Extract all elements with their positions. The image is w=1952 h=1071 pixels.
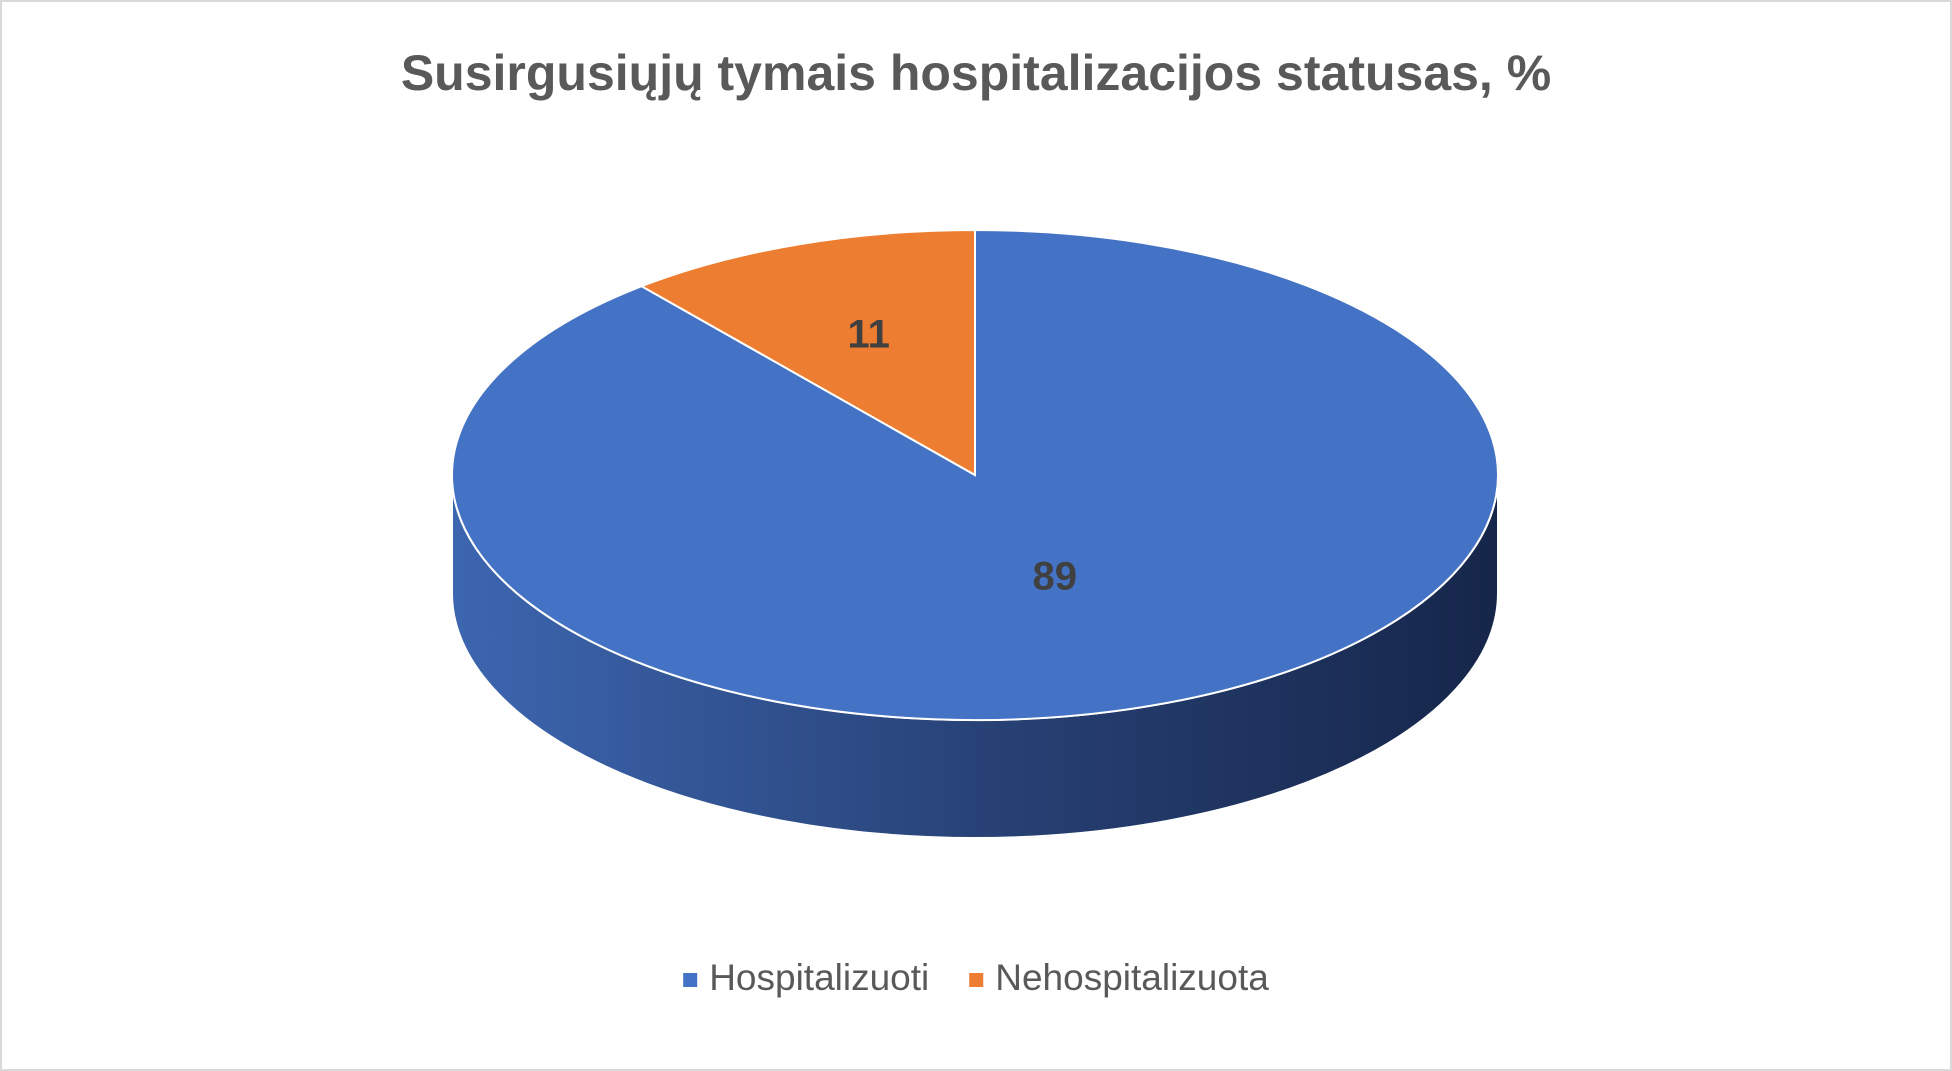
legend-swatch [969, 973, 984, 987]
legend-swatch [683, 973, 698, 987]
chart-title: Susirgusiųjų tymais hospitalizacijos sta… [401, 45, 1551, 101]
pie-slice [451, 228, 1499, 721]
legend-label: Hospitalizuoti [709, 957, 929, 998]
pie-slice [639, 228, 976, 477]
data-label: 89 [1032, 554, 1077, 598]
pie: 89 11 [451, 228, 1499, 839]
legend-label: Nehospitalizuota [995, 957, 1269, 998]
legend: Hospitalizuoti Nehospitalizuota [683, 957, 1269, 998]
data-label: 11 [848, 312, 890, 356]
